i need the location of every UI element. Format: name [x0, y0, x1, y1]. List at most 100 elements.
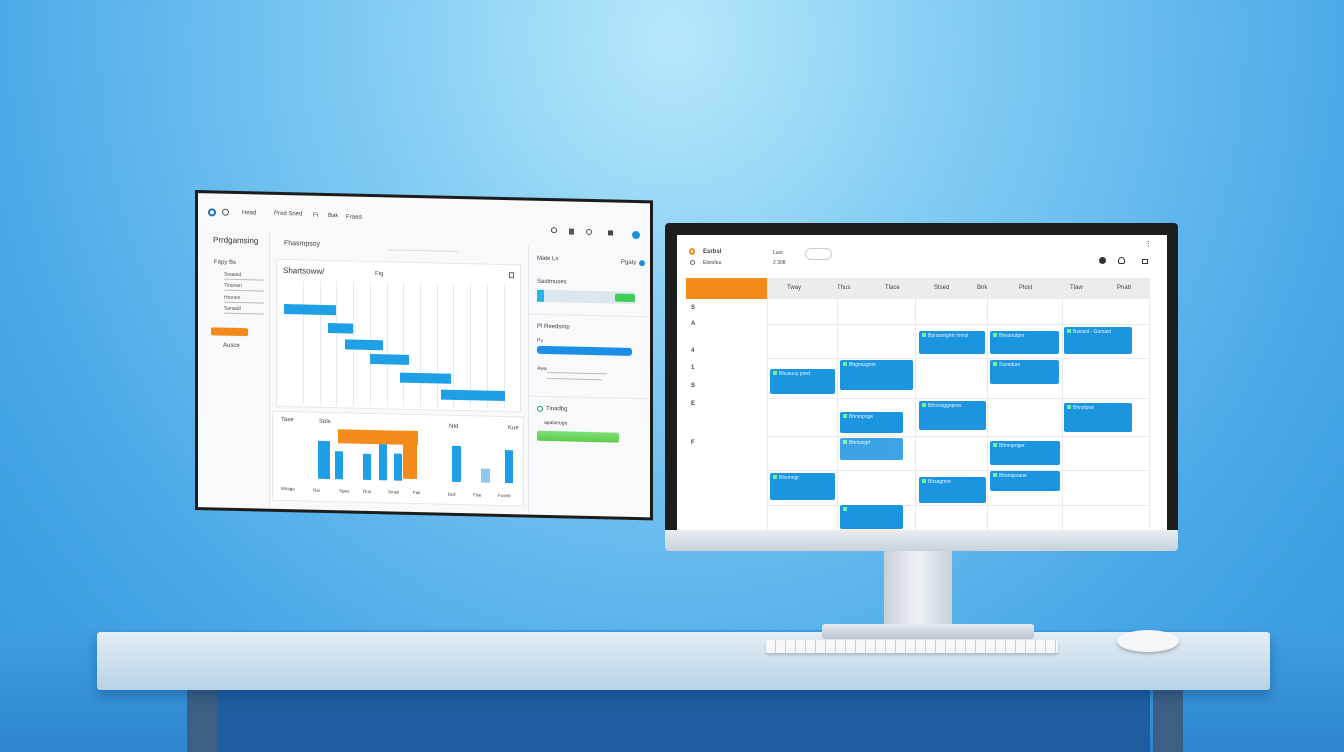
sidebar-item[interactable]: Hronen	[224, 294, 241, 302]
calendar-event[interactable]: Bhmnpoge	[840, 412, 903, 433]
x-label: Bull	[448, 491, 456, 497]
day-header: Stsed	[934, 285, 950, 291]
range-value: 2 308	[773, 260, 786, 266]
monitor-chin	[665, 530, 1178, 551]
day-header: Plost	[1019, 285, 1033, 291]
bell-icon[interactable]	[569, 228, 574, 235]
progress-bar-full	[537, 345, 632, 356]
day-header: Tway	[787, 285, 802, 291]
today-button[interactable]	[686, 278, 767, 299]
nav-item[interactable]: Bak	[328, 213, 339, 220]
chart-bar	[505, 450, 513, 484]
bell-icon[interactable]	[1118, 257, 1125, 264]
expand-icon[interactable]	[509, 272, 514, 279]
calendar-event[interactable]: Bhsagmre	[919, 477, 986, 503]
user-icon	[690, 260, 695, 265]
calendar-event[interactable]: Bhusuuy pred	[770, 369, 835, 394]
x-label: Spes	[339, 488, 350, 494]
calendar-app: Esrbsl Ebesfau Lusc 2 308 ⋮ Tway Thus Tl…	[677, 235, 1167, 530]
more-icon[interactable]: ⋮	[1145, 241, 1152, 248]
calendar-event[interactable]: Bhsnapsaoe	[990, 471, 1060, 491]
refresh-icon[interactable]	[222, 208, 229, 216]
day-header-row	[767, 278, 1150, 299]
chart-label: Ntd	[449, 423, 459, 430]
right-monitor: Esrbsl Ebesfau Lusc 2 308 ⋮ Tway Thus Tl…	[665, 223, 1178, 532]
panel-header: Mate Ls	[537, 255, 559, 263]
calendar-event[interactable]: Bhnstpoe	[1064, 403, 1132, 432]
chart-bar	[318, 440, 330, 480]
time-label: F	[691, 440, 695, 446]
chart-bar	[363, 453, 371, 480]
sidebar-item[interactable]: Tinonen	[224, 282, 242, 290]
calendar-event[interactable]: Bhmasgrl	[840, 438, 903, 460]
day-header: Bnk	[977, 285, 988, 291]
day-header: Tlaw	[1070, 285, 1083, 291]
settings-icon[interactable]	[1099, 257, 1106, 264]
panel-action[interactable]: Pgaty	[621, 259, 637, 267]
chat-icon[interactable]	[608, 230, 613, 236]
calendar-event[interactable]: Bhesnutpnr	[990, 331, 1059, 354]
calendar-event[interactable]: Bpnssmghrt rmnst	[919, 331, 985, 354]
keyboard[interactable]	[766, 640, 1058, 653]
range-label: Lusc	[773, 250, 784, 256]
gantt-title: Shartsoww/	[283, 265, 325, 276]
calendar-event[interactable]: Bhmnpoger	[990, 441, 1060, 465]
time-label: E	[691, 401, 696, 407]
calendar-event[interactable]: Ssonduer	[990, 360, 1059, 384]
sidebar-item[interactable]: Ausce	[223, 342, 240, 350]
view-toggle[interactable]	[805, 248, 832, 260]
calendar-icon[interactable]	[1142, 259, 1148, 264]
monitor-base	[822, 624, 1034, 639]
nav-item[interactable]: Prod Sned	[274, 210, 303, 218]
gantt-bar[interactable]	[441, 389, 505, 402]
progress-bar	[537, 289, 635, 304]
x-label: Smeil	[388, 489, 400, 495]
time-label: S	[691, 383, 696, 389]
search-icon[interactable]	[551, 227, 557, 234]
brand-name: Esrbsl	[703, 249, 722, 255]
x-label: Fail	[413, 489, 421, 496]
gantt-bar[interactable]	[370, 353, 409, 365]
calendar-event[interactable]: Bihsnoggnpres	[919, 401, 986, 430]
search-input[interactable]	[388, 244, 458, 252]
calendar-event[interactable]: Bsinsol - Gorsast	[1064, 327, 1132, 354]
bar-group	[313, 427, 433, 482]
sidebar: Prrdgamsing Fapy Bs Snaeed Tinonen Hrone…	[198, 229, 270, 518]
info-icon[interactable]	[639, 260, 645, 267]
gantt-column-label: Fig	[375, 271, 384, 278]
x-label: Fused	[498, 492, 511, 499]
calendar-event[interactable]: Bhgnsagnnt	[840, 360, 913, 390]
nav-item[interactable]: Fr	[313, 212, 319, 219]
nav-item[interactable]: Head	[242, 210, 257, 217]
card-note: Awa	[537, 365, 547, 372]
desk-shadow	[215, 690, 1150, 752]
project-dashboard: Head Prod Sned Fr Bak Fraed Prrdgamsing …	[198, 193, 650, 518]
chart-bar	[335, 451, 343, 480]
gantt-bar[interactable]	[328, 323, 353, 334]
new-project-button[interactable]	[211, 327, 248, 337]
x-label: Ruo	[363, 488, 372, 495]
brand-subtitle: Ebesfau	[703, 260, 722, 266]
time-label: S	[691, 305, 696, 311]
calendar-event[interactable]	[840, 505, 903, 529]
mouse[interactable]	[1117, 630, 1179, 652]
chart-label: Sols	[319, 418, 331, 426]
left-monitor: Head Prod Sned Fr Bak Fraed Prrdgamsing …	[195, 190, 653, 521]
chart-label: Kue	[508, 425, 519, 432]
avatar[interactable]	[632, 230, 640, 240]
desk	[97, 632, 1270, 690]
gantt-bar[interactable]	[400, 372, 451, 384]
settings-icon[interactable]	[586, 228, 592, 236]
time-label: 1	[691, 365, 695, 371]
sidebar-item[interactable]: Senaidl	[224, 305, 241, 313]
card-title: Pl Reedsmp	[537, 323, 570, 331]
day-header: Tlace	[885, 285, 900, 291]
gantt-bar[interactable]	[345, 339, 383, 351]
card-subtitle: Py	[537, 337, 543, 344]
gantt-bar[interactable]	[284, 304, 336, 316]
day-header: Thus	[837, 285, 851, 291]
nav-item[interactable]: Fraed	[346, 214, 362, 221]
sidebar-item[interactable]: Fapy Bs	[214, 259, 237, 266]
sidebar-item[interactable]: Snaeed	[224, 271, 242, 279]
calendar-event[interactable]: Bhsmogr	[770, 473, 835, 500]
